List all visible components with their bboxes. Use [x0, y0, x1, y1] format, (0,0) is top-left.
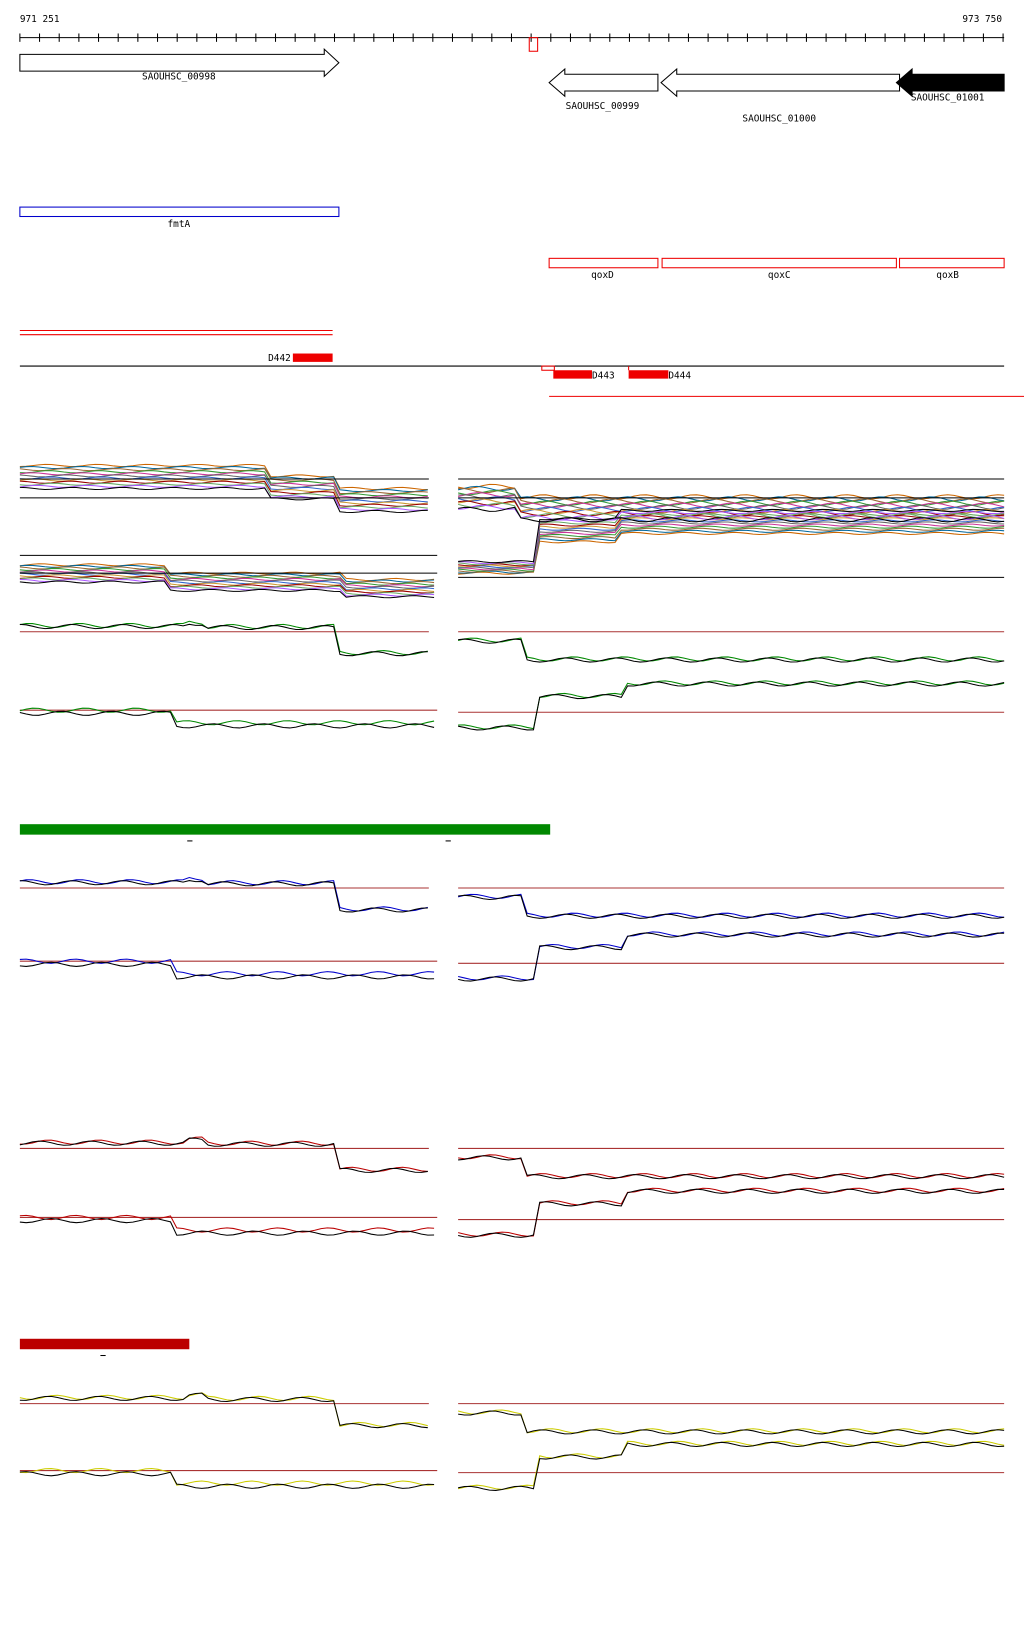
gene-arrow: [895, 67, 1005, 98]
expression-profiles: [19, 463, 1005, 1491]
marker: [541, 365, 555, 371]
gene-arrow: [19, 47, 340, 78]
red-bar: [19, 1338, 190, 1350]
profile-line: [19, 880, 428, 913]
gene-label: SAOUHSC_00999: [566, 101, 640, 112]
operon-box: [899, 257, 1005, 269]
profile-line: [19, 463, 428, 491]
profile-line: [19, 484, 428, 511]
operon-box: [19, 206, 340, 218]
profile-line: [458, 504, 1005, 521]
profile-line: [19, 465, 428, 493]
profile-line: [458, 500, 1005, 517]
green-bar: [19, 824, 551, 835]
profile-line: [19, 1467, 435, 1486]
probe-label: D442: [268, 353, 291, 364]
profile-line: [458, 1440, 1005, 1490]
gene-arrow: [548, 67, 659, 98]
profile-line: [458, 1188, 1005, 1238]
profile-line: [19, 578, 435, 597]
profile-line: [458, 508, 1005, 564]
profile-line: [458, 496, 1005, 512]
profile-line: [458, 490, 1005, 506]
profile-line: [19, 958, 435, 977]
profile-line: [19, 1392, 428, 1429]
profile-line: [19, 486, 428, 514]
profile-line: [458, 492, 1005, 508]
marker: [528, 37, 539, 52]
profile-line: [19, 876, 428, 912]
axis-ticks: [19, 33, 1004, 42]
profile-line: [458, 1154, 1005, 1179]
profile-line: [19, 1471, 435, 1489]
profile-line: [19, 572, 435, 591]
operon-label: qoxB: [936, 270, 959, 281]
profile-line: [19, 468, 428, 495]
profile-line: [19, 1214, 435, 1233]
axis-start: 971 251: [20, 14, 60, 25]
profile-line: [458, 513, 1005, 566]
probe: [292, 353, 333, 362]
probe-label: D444: [668, 371, 691, 382]
gene-label: SAOUHSC_01001: [911, 92, 985, 103]
profile-line: [19, 1392, 428, 1428]
profile-line: [19, 707, 435, 726]
profile-line: [458, 502, 1005, 519]
profile-line: [19, 480, 428, 507]
profile-line: [19, 710, 435, 729]
profile-line: [458, 1187, 1005, 1237]
gene-arrow: [660, 67, 901, 98]
profile-line: [458, 529, 1005, 574]
operon-label: qoxD: [591, 270, 614, 281]
profile-line: [19, 580, 435, 599]
profile-line: [458, 680, 1005, 730]
operon-label: fmtA: [168, 219, 191, 230]
profile-line: [458, 523, 1005, 571]
probe: [553, 370, 593, 379]
profile-line: [19, 1137, 428, 1173]
profile-line: [19, 623, 428, 657]
profile-line: [458, 531, 1005, 575]
profile-line: [458, 1441, 1005, 1491]
profile-line: [458, 521, 1005, 570]
profile-line: [458, 527, 1005, 573]
axis-end: 973 750: [962, 14, 1002, 25]
profile-line: [458, 681, 1005, 731]
probe: [628, 370, 669, 379]
profile-line: [19, 474, 428, 501]
profile-line: [458, 894, 1005, 919]
profile-line: [458, 488, 1005, 504]
profile-line: [19, 470, 428, 497]
profile-line: [458, 1155, 1005, 1180]
profile-line: [458, 1410, 1005, 1435]
profile-line: [458, 638, 1005, 663]
profile-line: [19, 566, 435, 585]
operon-box: [548, 257, 659, 269]
operon-label: qoxC: [768, 270, 791, 281]
gene-label: SAOUHSC_01000: [742, 113, 816, 124]
profile-line: [458, 525, 1005, 572]
gene-label: SAOUHSC_00998: [142, 71, 216, 82]
profile-line: [19, 961, 435, 980]
probe-label: D443: [592, 371, 615, 382]
operon-box: [661, 257, 897, 269]
profile-line: [19, 620, 428, 656]
profile-line: [458, 931, 1005, 981]
profile-line: [19, 482, 428, 509]
profile-line: [458, 932, 1005, 982]
profile-line: [458, 506, 1005, 523]
profile-line: [19, 1217, 435, 1236]
